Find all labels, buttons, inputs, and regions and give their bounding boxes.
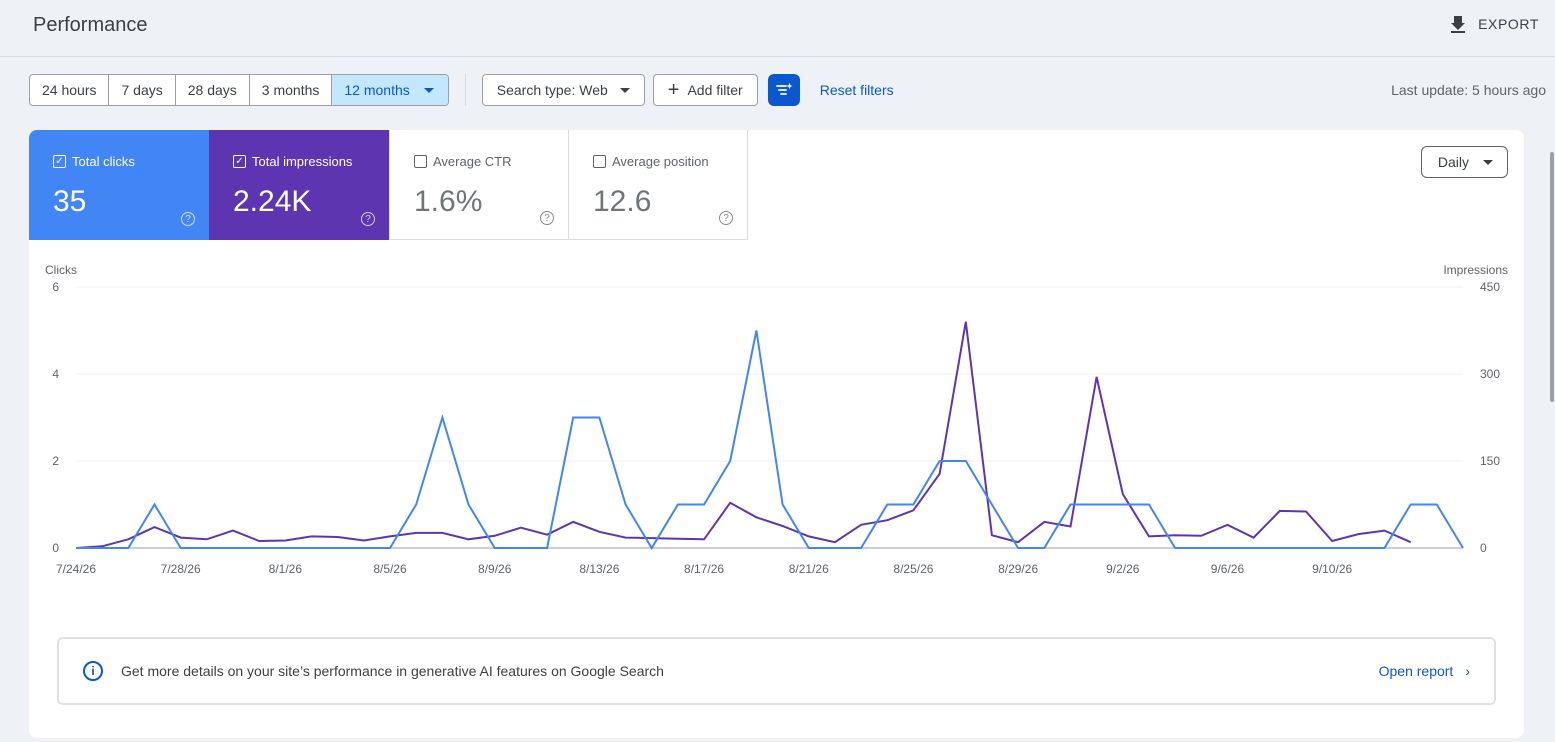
y-tick-left: 4: [52, 367, 59, 381]
y-tick-right: 300: [1480, 367, 1500, 381]
metric-value: 1.6%: [414, 185, 483, 218]
series-line-impressions: [75, 321, 1412, 549]
info-icon: i: [83, 661, 103, 681]
checkbox-unchecked-icon[interactable]: [414, 155, 427, 168]
y-axis-right-label: Impressions: [1443, 263, 1508, 277]
metric-value: 35: [53, 185, 87, 218]
x-tick-label: 8/5/26: [373, 562, 407, 576]
chevron-down-icon: [1483, 159, 1493, 165]
metric-value: 12.6: [593, 185, 652, 218]
last-update-text: Last update: 5 hours ago: [1391, 82, 1546, 98]
chevron-right-icon: ›: [1465, 663, 1470, 679]
help-icon[interactable]: ?: [361, 212, 375, 226]
y-tick-left: 6: [52, 280, 59, 294]
performance-chart: Clicks Impressions 0 0 2 150 4 300 6 450 7/24/26 7/…: [29, 260, 1524, 580]
x-tick-label: 8/25/26: [893, 562, 933, 576]
help-icon[interactable]: ?: [181, 212, 195, 226]
download-icon: [1451, 16, 1466, 33]
banner-text: Get more details on your site’s performa…: [121, 663, 664, 679]
open-report-label: Open report: [1378, 663, 1454, 679]
y-tick-right: 450: [1480, 280, 1500, 294]
x-tick-label: 7/28/26: [161, 562, 201, 576]
divider: [464, 74, 466, 106]
metric-total-impressions[interactable]: ✓ Total impressions 2.24K ?: [209, 130, 389, 240]
sparkle-filter-icon: [775, 83, 793, 95]
series-line-clicks: [76, 330, 1464, 550]
metric-label: Total clicks: [72, 154, 135, 169]
add-filter-label: Add filter: [687, 82, 743, 98]
filter-bar: 24 hours 7 days 28 days 3 months 12 mont…: [29, 74, 894, 106]
y-tick-left: 0: [52, 541, 59, 555]
metric-label: Average position: [612, 154, 709, 169]
x-tick-label: 8/21/26: [789, 562, 829, 576]
x-tick-label: 8/29/26: [998, 562, 1038, 576]
y-tick-right: 0: [1480, 541, 1487, 555]
y-tick-left: 2: [52, 454, 59, 468]
help-icon[interactable]: ?: [719, 211, 733, 225]
page-title: Performance: [33, 14, 148, 36]
search-type-dropdown[interactable]: Search type: Web: [481, 74, 645, 106]
range-12-months[interactable]: 12 months: [332, 75, 448, 105]
checkbox-checked-icon[interactable]: ✓: [233, 155, 246, 168]
x-tick-label: 9/2/26: [1106, 562, 1140, 576]
range-3-months[interactable]: 3 months: [250, 75, 333, 105]
scrollbar-thumb[interactable]: [1550, 152, 1554, 402]
metric-average-ctr[interactable]: Average CTR 1.6% ?: [389, 130, 569, 240]
plus-icon: +: [667, 79, 680, 101]
x-tick-label: 8/9/26: [478, 562, 512, 576]
y-tick-right: 150: [1480, 454, 1500, 468]
y-axis-left-label: Clicks: [45, 263, 77, 277]
export-button[interactable]: EXPORT: [1448, 14, 1539, 34]
checkbox-checked-icon[interactable]: ✓: [53, 155, 66, 168]
ai-features-banner: i Get more details on your site’s perfor…: [57, 637, 1496, 705]
range-12-months-label: 12 months: [344, 82, 410, 98]
scrollbar[interactable]: [1547, 122, 1555, 742]
x-tick-label: 9/6/26: [1211, 562, 1245, 576]
chart-svg: Clicks Impressions 0 0 2 150 4 300 6 450 7/24/26 7/…: [45, 263, 1508, 576]
x-tick-label: 9/10/26: [1312, 562, 1352, 576]
x-tick-label: 8/13/26: [579, 562, 619, 576]
checkbox-unchecked-icon[interactable]: [593, 155, 606, 168]
x-tick-label: 8/17/26: [684, 562, 724, 576]
performance-card: ✓ Total clicks 35 ? ✓ Total impressions 2.…: [29, 130, 1524, 738]
range-28-days[interactable]: 28 days: [176, 75, 250, 105]
date-range-selector: 24 hours 7 days 28 days 3 months 12 mont…: [29, 74, 449, 106]
metric-label: Total impressions: [252, 154, 353, 169]
range-7-days[interactable]: 7 days: [109, 75, 176, 105]
metric-label: Average CTR: [433, 154, 512, 169]
open-report-link[interactable]: Open report ›: [1379, 663, 1470, 679]
chevron-down-icon: [423, 87, 434, 93]
help-icon[interactable]: ?: [540, 211, 554, 225]
search-type-label: Search type: Web: [496, 82, 608, 98]
x-tick-label: 8/1/26: [269, 562, 303, 576]
export-label: EXPORT: [1478, 16, 1539, 32]
granularity-dropdown[interactable]: Daily: [1420, 146, 1508, 178]
metric-total-clicks[interactable]: ✓ Total clicks 35 ?: [29, 130, 209, 240]
metric-value: 2.24K: [233, 185, 312, 218]
x-tick-label: 7/24/26: [56, 562, 96, 576]
range-24-hours[interactable]: 24 hours: [30, 75, 110, 105]
reset-filters-link[interactable]: Reset filters: [819, 82, 894, 98]
metric-average-position[interactable]: Average position 12.6 ?: [568, 130, 748, 240]
granularity-label: Daily: [1437, 154, 1469, 170]
add-filter-button[interactable]: + Add filter: [652, 74, 758, 106]
chevron-down-icon: [619, 87, 630, 93]
top-bar: Performance EXPORT: [0, 0, 1555, 57]
ai-filter-button[interactable]: [767, 74, 800, 106]
